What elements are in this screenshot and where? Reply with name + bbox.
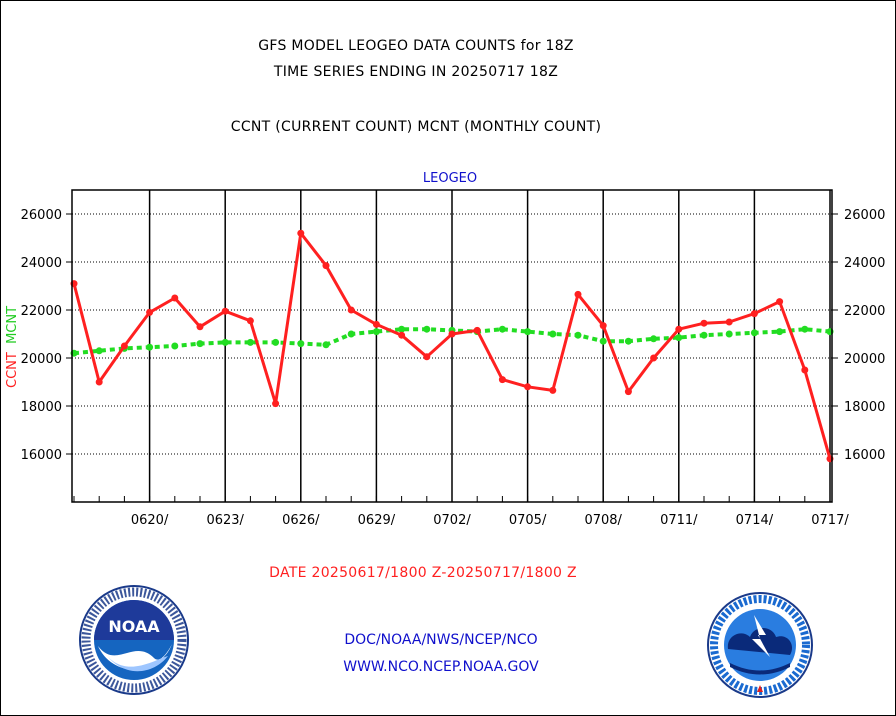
x-tick-label: 0620/	[131, 513, 169, 528]
point-mcnt	[146, 343, 154, 351]
y-tick-label-right: 24000	[844, 256, 885, 271]
point-mcnt	[549, 330, 557, 338]
point-mcnt	[599, 337, 607, 345]
point-ccnt	[272, 400, 280, 408]
point-mcnt	[272, 338, 280, 346]
point-ccnt	[574, 290, 582, 298]
point-ccnt	[473, 326, 481, 334]
point-ccnt	[246, 317, 254, 325]
point-ccnt	[650, 354, 658, 362]
point-mcnt	[297, 340, 305, 348]
point-ccnt	[196, 323, 204, 331]
credit-line-1: DOC/NOAA/NWS/NCEP/NCO	[344, 632, 538, 648]
x-tick-label: 0623/	[206, 513, 244, 528]
y-tick-label: 20000	[21, 352, 62, 367]
point-mcnt	[398, 325, 406, 333]
point-ccnt	[801, 366, 809, 374]
y-tick-label: 16000	[21, 448, 62, 463]
y-tick-label: 24000	[21, 256, 62, 271]
point-ccnt	[725, 318, 733, 326]
point-ccnt	[347, 306, 355, 314]
national-weather-service-logo	[707, 592, 813, 698]
point-mcnt	[776, 328, 784, 336]
point-ccnt	[221, 307, 229, 315]
point-mcnt	[524, 328, 532, 336]
y-tick-label: 18000	[21, 400, 62, 415]
x-tick-label: 0702/	[433, 513, 471, 528]
point-ccnt	[524, 383, 532, 391]
noaa-logo: NOAA	[79, 585, 189, 695]
point-ccnt	[624, 388, 632, 396]
series-layer	[70, 229, 834, 463]
point-mcnt	[700, 331, 708, 339]
point-ccnt	[498, 376, 506, 384]
point-mcnt	[650, 335, 658, 343]
plot-border	[71, 189, 833, 503]
point-ccnt	[322, 262, 330, 270]
point-mcnt	[574, 331, 582, 339]
chart-title-line2: TIME SERIES ENDING IN 20250717 18Z	[273, 64, 559, 80]
point-mcnt	[423, 325, 431, 333]
point-ccnt	[372, 320, 380, 328]
point-mcnt	[372, 328, 380, 336]
point-ccnt	[297, 229, 305, 237]
y-tick-label-right: 22000	[844, 304, 885, 319]
svg-text:NOAA: NOAA	[108, 617, 160, 636]
x-tick-label: 0705/	[509, 513, 547, 528]
point-mcnt	[801, 325, 809, 333]
point-mcnt	[750, 329, 758, 337]
point-ccnt	[120, 342, 128, 350]
point-ccnt	[675, 325, 683, 333]
point-ccnt	[95, 378, 103, 386]
y-tick-label-right: 16000	[844, 448, 885, 463]
point-mcnt	[95, 347, 103, 355]
y-tick-label: 26000	[21, 208, 62, 223]
point-ccnt	[448, 330, 456, 338]
point-mcnt	[171, 342, 179, 350]
date-range-label: DATE 20250617/1800 Z-20250717/1800 Z	[269, 565, 577, 581]
point-mcnt	[221, 338, 229, 346]
point-ccnt	[700, 319, 708, 327]
station-label: LEOGEO	[422, 171, 478, 186]
chart-title: GFS MODEL LEOGEO DATA COUNTS for 18Z	[258, 38, 574, 54]
axis-layer: 16000 16000 18000 18000 20000 20000 22000 22000…	[21, 189, 885, 528]
point-mcnt	[675, 334, 683, 342]
credit-line-2: WWW.NCO.NCEP.NOAA.GOV	[343, 659, 539, 675]
point-ccnt	[171, 294, 179, 302]
point-ccnt	[398, 331, 406, 339]
x-tick-label: 0711/	[660, 513, 698, 528]
x-tick-label: 0708/	[584, 513, 622, 528]
y-tick-label-right: 18000	[844, 400, 885, 415]
x-tick-label: 0626/	[282, 513, 320, 528]
point-ccnt	[599, 322, 607, 330]
point-mcnt	[322, 341, 330, 349]
point-ccnt	[549, 386, 557, 394]
point-mcnt	[624, 337, 632, 345]
y-tick-label-right: 26000	[844, 208, 885, 223]
y-tick-label-right: 20000	[844, 352, 885, 367]
point-ccnt	[750, 310, 758, 318]
x-tick-label: 0717/	[811, 513, 849, 528]
x-tick-label: 0714/	[736, 513, 774, 528]
point-ccnt	[776, 298, 784, 306]
point-mcnt	[725, 330, 733, 338]
y-tick-label: 22000	[21, 304, 62, 319]
point-ccnt	[423, 353, 431, 361]
x-tick-label: 0629/	[358, 513, 396, 528]
point-mcnt	[498, 325, 506, 333]
point-mcnt	[196, 340, 204, 348]
chart-subtitle: CCNT (CURRENT COUNT) MCNT (MONTHLY COUNT…	[230, 119, 602, 135]
point-mcnt	[347, 330, 355, 338]
point-ccnt	[146, 308, 154, 316]
point-mcnt	[246, 338, 254, 346]
